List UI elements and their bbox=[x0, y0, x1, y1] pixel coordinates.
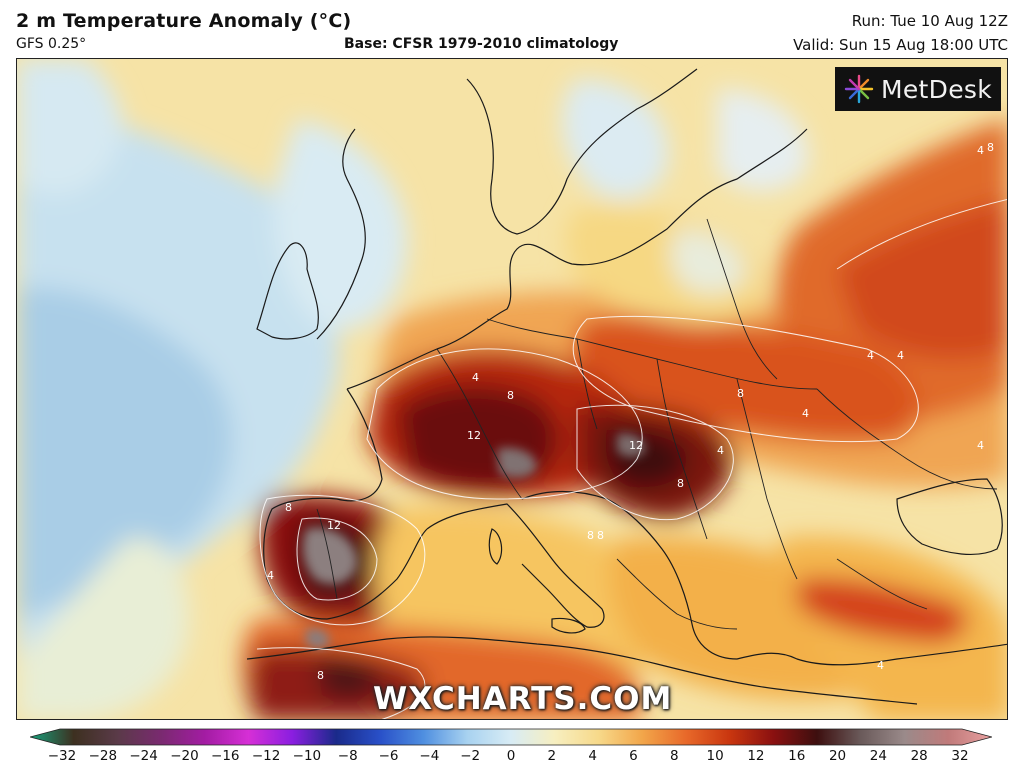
contour-label: 4 bbox=[867, 349, 874, 362]
model-label: GFS 0.25° bbox=[16, 36, 87, 52]
colorbar: −32 −28 −24 −20 −16 −12 −10 −8 −6 −4 −2 0 2 4 6 8 10 12 16… bbox=[28, 728, 994, 778]
coast-balkans-turkey bbox=[521, 490, 1007, 666]
contour-8-africa bbox=[256, 647, 426, 719]
country-borders bbox=[316, 218, 998, 630]
colorbar-tick-label: 6 bbox=[629, 748, 638, 764]
colorbar-tick-label: 32 bbox=[951, 748, 969, 764]
climatology-base-label: Base: CFSR 1979-2010 climatology bbox=[344, 36, 619, 52]
coast-italy bbox=[426, 503, 605, 628]
border-central-1 bbox=[486, 318, 818, 390]
contour-label: 8 bbox=[507, 389, 514, 402]
valid-time-label: Valid: Sun 15 Aug 18:00 UTC bbox=[793, 36, 1008, 54]
contour-label: 4 bbox=[897, 349, 904, 362]
border-baltic-by bbox=[706, 218, 778, 380]
contour-label: 4 bbox=[472, 371, 479, 384]
colorbar-tick-label: 0 bbox=[506, 748, 516, 764]
contour-label: 4 bbox=[977, 439, 984, 452]
border-pl-sk-hu bbox=[656, 358, 708, 540]
coast-scandinavia bbox=[466, 68, 698, 235]
contour-label: 12 bbox=[327, 519, 341, 532]
colorbar-scale bbox=[28, 728, 994, 746]
metdesk-logo: MetDesk bbox=[835, 67, 1001, 111]
colorbar-tick-label: −24 bbox=[129, 748, 158, 764]
colorbar-tick-label: 24 bbox=[869, 748, 887, 764]
anomaly-field bbox=[17, 59, 1007, 719]
run-time-label: Run: Tue 10 Aug 12Z bbox=[851, 12, 1008, 30]
anomaly-map: 4 8 12 4 8 12 8 4 8 12 4 8 4 8 4 4 8 4 8… bbox=[16, 58, 1008, 720]
colorbar-tick-label: 4 bbox=[588, 748, 597, 764]
colorbar-tick-label: 10 bbox=[706, 748, 724, 764]
contour-label: 8 bbox=[597, 529, 604, 542]
coast-sicily bbox=[551, 617, 586, 634]
contour-label: 4 bbox=[267, 569, 274, 582]
colorbar-tick-label: 8 bbox=[669, 748, 679, 764]
contour-label: 12 bbox=[467, 429, 481, 442]
colorbar-tick-label: 2 bbox=[547, 748, 557, 764]
chart-title: 2 m Temperature Anomaly (°C) bbox=[16, 10, 352, 32]
contour-8-iberia bbox=[259, 494, 426, 626]
contour-label: 8 bbox=[987, 141, 994, 154]
colorbar-tick-label: −16 bbox=[211, 748, 240, 764]
colorbar-bar bbox=[28, 728, 994, 746]
colorbar-tick-label: −20 bbox=[170, 748, 199, 764]
colorbar-ticks: −32 −28 −24 −20 −16 −12 −10 −8 −6 −4 −2 0 2 4 6 8 10 12 16… bbox=[30, 748, 992, 772]
colorbar-tick-label: 16 bbox=[788, 748, 806, 764]
coast-britain-east bbox=[316, 128, 366, 340]
contour-label: 8 bbox=[737, 387, 744, 400]
coast-north-europe bbox=[346, 128, 808, 390]
starburst-logo-icon bbox=[844, 74, 874, 104]
anomaly-contours bbox=[256, 198, 1007, 719]
coast-france-iberia bbox=[263, 388, 428, 620]
colorbar-tick-label: 12 bbox=[747, 748, 765, 764]
contour-label: 4 bbox=[802, 407, 809, 420]
colorbar-tick-label: −10 bbox=[292, 748, 322, 764]
contour-label: 8 bbox=[317, 669, 324, 682]
map-canvas: 4 8 12 4 8 12 8 4 8 12 4 8 4 8 4 4 8 4 8… bbox=[17, 59, 1007, 719]
contour-8-hungary bbox=[576, 404, 734, 521]
coastlines bbox=[246, 68, 1007, 705]
colorbar-tick-label: −8 bbox=[337, 748, 358, 764]
colorbar-tick-label: 28 bbox=[910, 748, 928, 764]
border-ua-ro bbox=[736, 378, 798, 580]
wxcharts-watermark: WXCHARTS.COM bbox=[373, 681, 673, 717]
border-de-cz bbox=[576, 338, 598, 430]
contour-label: 8 bbox=[285, 501, 292, 514]
extreme-anomaly-patches bbox=[303, 433, 646, 649]
contour-label: 8 bbox=[587, 529, 594, 542]
contour-label: 8 bbox=[677, 477, 684, 490]
contour-label: 12 bbox=[629, 439, 643, 452]
border-balkans bbox=[616, 558, 738, 630]
colorbar-tick-label: −12 bbox=[251, 748, 281, 764]
coast-britain-ireland bbox=[256, 242, 319, 340]
contour-12-iberia bbox=[296, 517, 378, 601]
border-ua-ru bbox=[816, 388, 998, 490]
metdesk-logo-text: MetDesk bbox=[881, 74, 992, 104]
colorbar-tick-label: −28 bbox=[88, 748, 118, 764]
contour-label: 4 bbox=[717, 444, 724, 457]
colorbar-tick-label: 20 bbox=[828, 748, 847, 764]
coast-north-africa bbox=[246, 636, 918, 705]
colorbar-tick-label: −4 bbox=[419, 748, 440, 764]
contour-label: 4 bbox=[977, 144, 984, 157]
colorbar-tick-label: −32 bbox=[47, 748, 77, 764]
coast-corsica-sardinia bbox=[488, 528, 503, 565]
contour-4-russia bbox=[836, 198, 1007, 270]
border-fr-de bbox=[436, 348, 523, 500]
border-bg-tr bbox=[836, 558, 928, 610]
contour-8-alps bbox=[366, 348, 643, 500]
contour-4-central bbox=[572, 315, 919, 443]
contour-labels: 4 8 12 4 8 12 8 4 8 12 4 8 4 8 4 4 8 4 8… bbox=[267, 141, 994, 682]
colorbar-tick-label: −6 bbox=[378, 748, 399, 764]
colorbar-tick-label: −2 bbox=[460, 748, 481, 764]
contour-label: 4 bbox=[877, 659, 884, 672]
